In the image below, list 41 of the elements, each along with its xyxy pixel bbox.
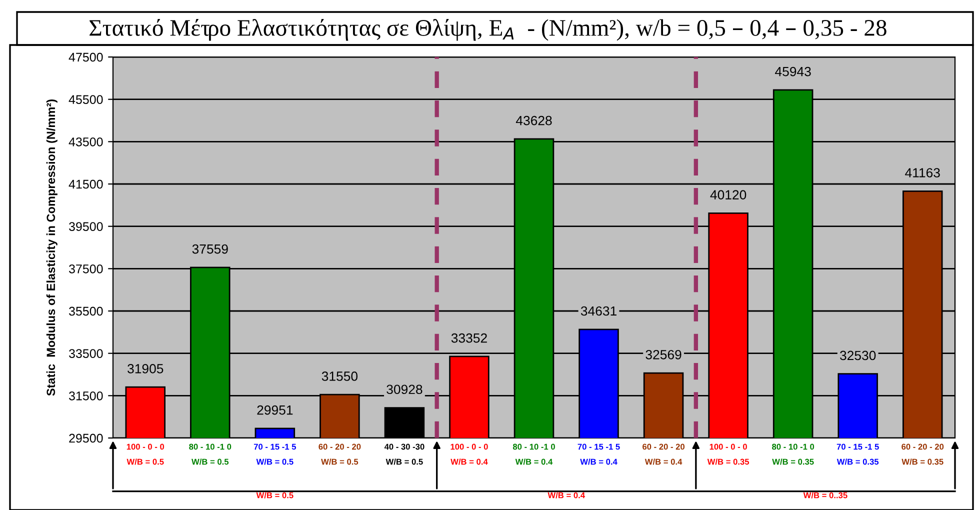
x-tick-label: 100 - 0 - 0 W/B = 0.35	[707, 444, 750, 465]
y-tick-label: 33500	[69, 349, 103, 358]
x-tick-label: 100 - 0 - 0 W/B = 0.5	[126, 444, 164, 465]
data-label: 41163	[905, 168, 940, 178]
y-tick-label: 43500	[68, 137, 103, 146]
y-tick-label: 47500	[68, 52, 103, 62]
data-label: 40120	[710, 190, 746, 200]
chart-title: Στατικό Μέτρο Ελαστικότητας σε Θλίψη, E$_{A}$ - (N/mm²), w/b = 0,5 – 0,4 – 0,35 - 28	[90, 19, 886, 41]
y-tick-label: 37500	[69, 264, 103, 274]
data-label: 43628	[516, 116, 552, 126]
y-tick-label: 41500	[68, 180, 103, 189]
data-label: 37559	[192, 244, 228, 254]
x-tick-label: 80 - 10 -1 0 W/B = 0.35	[772, 444, 814, 465]
y-tick-label: 39500	[69, 222, 103, 231]
y-axis-title: Static Modulus of Elasticity in Compression (N/mm²)	[46, 100, 58, 396]
x-tick-label: 80 - 10 -1 0 W/B = 0.5	[189, 444, 232, 465]
x-tick-label: 60 - 20 - 20 W/B = 0.5	[318, 444, 361, 465]
data-label: 30928	[386, 384, 422, 394]
y-tick-label: 45500	[68, 95, 103, 104]
text: W/B = 0.5	[256, 492, 294, 498]
x-tick-label: 70 - 15 -1 5 W/B = 0.4	[578, 444, 620, 465]
text: W/B = 0..35	[803, 492, 848, 498]
x-tick-label: 60 - 20 - 20 W/B = 0.35	[902, 444, 944, 465]
data-label: 34631	[580, 306, 616, 316]
data-label: 31905	[128, 364, 164, 374]
data-label: 29951	[257, 405, 293, 415]
data-label: 45943	[775, 66, 811, 76]
y-tick-label: 31500	[69, 391, 103, 400]
x-tick-label: 70 - 15 -1 5 W/B = 0.5	[254, 444, 296, 465]
text: W/B = 0.4	[548, 492, 585, 498]
x-tick-label: 100 - 0 - 0 W/B = 0.4	[450, 444, 488, 465]
x-tick-label: 80 - 10 -1 0 W/B = 0.4	[512, 444, 555, 465]
data-label: 32530	[840, 350, 876, 360]
x-tick-label: 70 - 15 -1 5 W/B = 0.35	[836, 444, 879, 465]
data-label: 31550	[322, 372, 358, 381]
y-tick-label: 29500	[69, 434, 103, 443]
y-tick-label: 35500	[69, 306, 103, 316]
x-tick-label: 60 - 20 - 20 W/B = 0.4	[642, 444, 685, 465]
data-label: 33352	[451, 333, 487, 343]
data-label: 32569	[646, 350, 682, 360]
x-tick-label: 40 - 30 -30 W/B = 0.5	[384, 444, 424, 465]
